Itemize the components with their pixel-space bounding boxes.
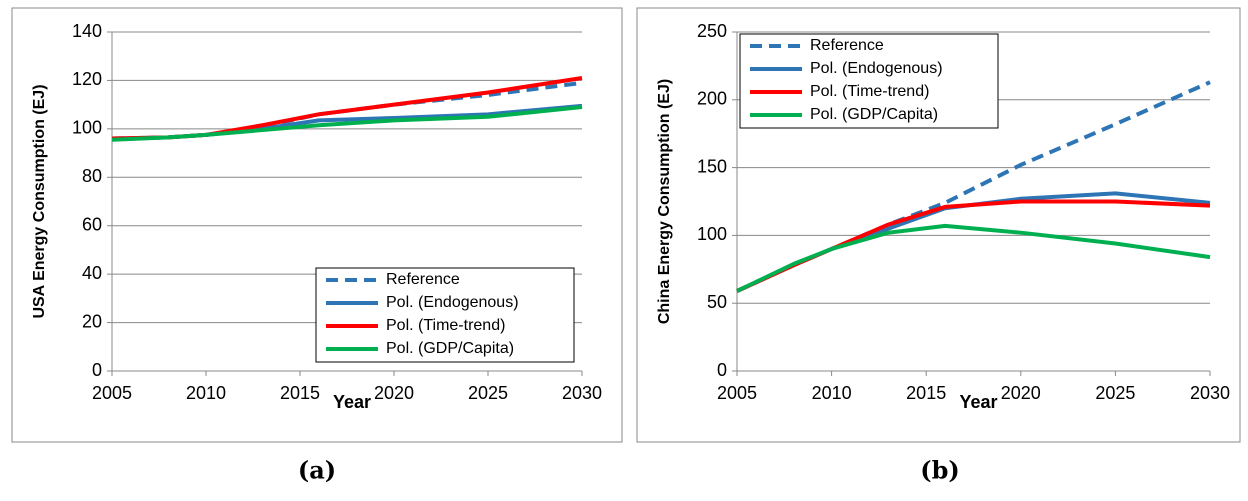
y-tick-label: 140 bbox=[72, 21, 102, 41]
legend-box bbox=[315, 267, 575, 363]
x-tick-label: 2005 bbox=[92, 383, 132, 403]
x-tick-label: 2015 bbox=[906, 383, 946, 403]
x-tick-label: 2015 bbox=[280, 383, 320, 403]
y-tick-label: 0 bbox=[717, 360, 727, 380]
series-line bbox=[111, 105, 583, 142]
series-line bbox=[111, 76, 583, 141]
x-axis-label: Year bbox=[959, 392, 997, 412]
y-tick-label: 20 bbox=[82, 311, 102, 331]
x-tick-label: 2030 bbox=[562, 383, 602, 403]
x-tick-label: 2005 bbox=[717, 383, 757, 403]
legend-label: Pol. (Endogenous) bbox=[386, 294, 519, 311]
y-tick-label: 40 bbox=[82, 263, 102, 283]
y-tick-label: 0 bbox=[92, 360, 102, 380]
chart-frame bbox=[11, 7, 623, 443]
y-axis-label: USA Energy Consumption (EJ) bbox=[31, 84, 48, 318]
y-tick-label: 200 bbox=[697, 89, 727, 109]
x-tick-label: 2030 bbox=[1190, 383, 1230, 403]
chart-frame bbox=[636, 7, 1241, 443]
series-line bbox=[736, 223, 1211, 293]
caption: (b) bbox=[920, 456, 960, 485]
x-tick-label: 2025 bbox=[468, 383, 508, 403]
x-tick-label: 2010 bbox=[186, 383, 226, 403]
x-tick-label: 2010 bbox=[812, 383, 852, 403]
legend-label: Pol. (Time-trend) bbox=[386, 317, 505, 334]
y-axis-label: China Energy Consumption (EJ) bbox=[656, 79, 673, 324]
legend-label: Pol. (Endogenous) bbox=[810, 60, 943, 77]
series-line bbox=[736, 191, 1211, 293]
x-axis-label: Year bbox=[333, 392, 371, 412]
x-tick-label: 2020 bbox=[1001, 383, 1041, 403]
y-tick-label: 60 bbox=[82, 214, 102, 234]
x-tick-label: 2020 bbox=[374, 383, 414, 403]
legend-label: Reference bbox=[386, 271, 460, 288]
caption: (a) bbox=[298, 456, 336, 485]
y-tick-label: 100 bbox=[72, 118, 102, 138]
legend-label: Pol. (GDP/Capita) bbox=[386, 340, 514, 357]
y-tick-label: 50 bbox=[707, 292, 727, 312]
legend-box bbox=[739, 33, 999, 129]
y-tick-label: 250 bbox=[697, 21, 727, 41]
legend-label: Reference bbox=[810, 37, 884, 54]
y-tick-label: 100 bbox=[697, 224, 727, 244]
y-tick-label: 80 bbox=[82, 166, 102, 186]
x-tick-label: 2025 bbox=[1095, 383, 1135, 403]
y-tick-label: 150 bbox=[697, 156, 727, 176]
legend-label: Pol. (Time-trend) bbox=[810, 83, 929, 100]
y-tick-label: 120 bbox=[72, 69, 102, 89]
legend-label: Pol. (GDP/Capita) bbox=[810, 106, 938, 123]
